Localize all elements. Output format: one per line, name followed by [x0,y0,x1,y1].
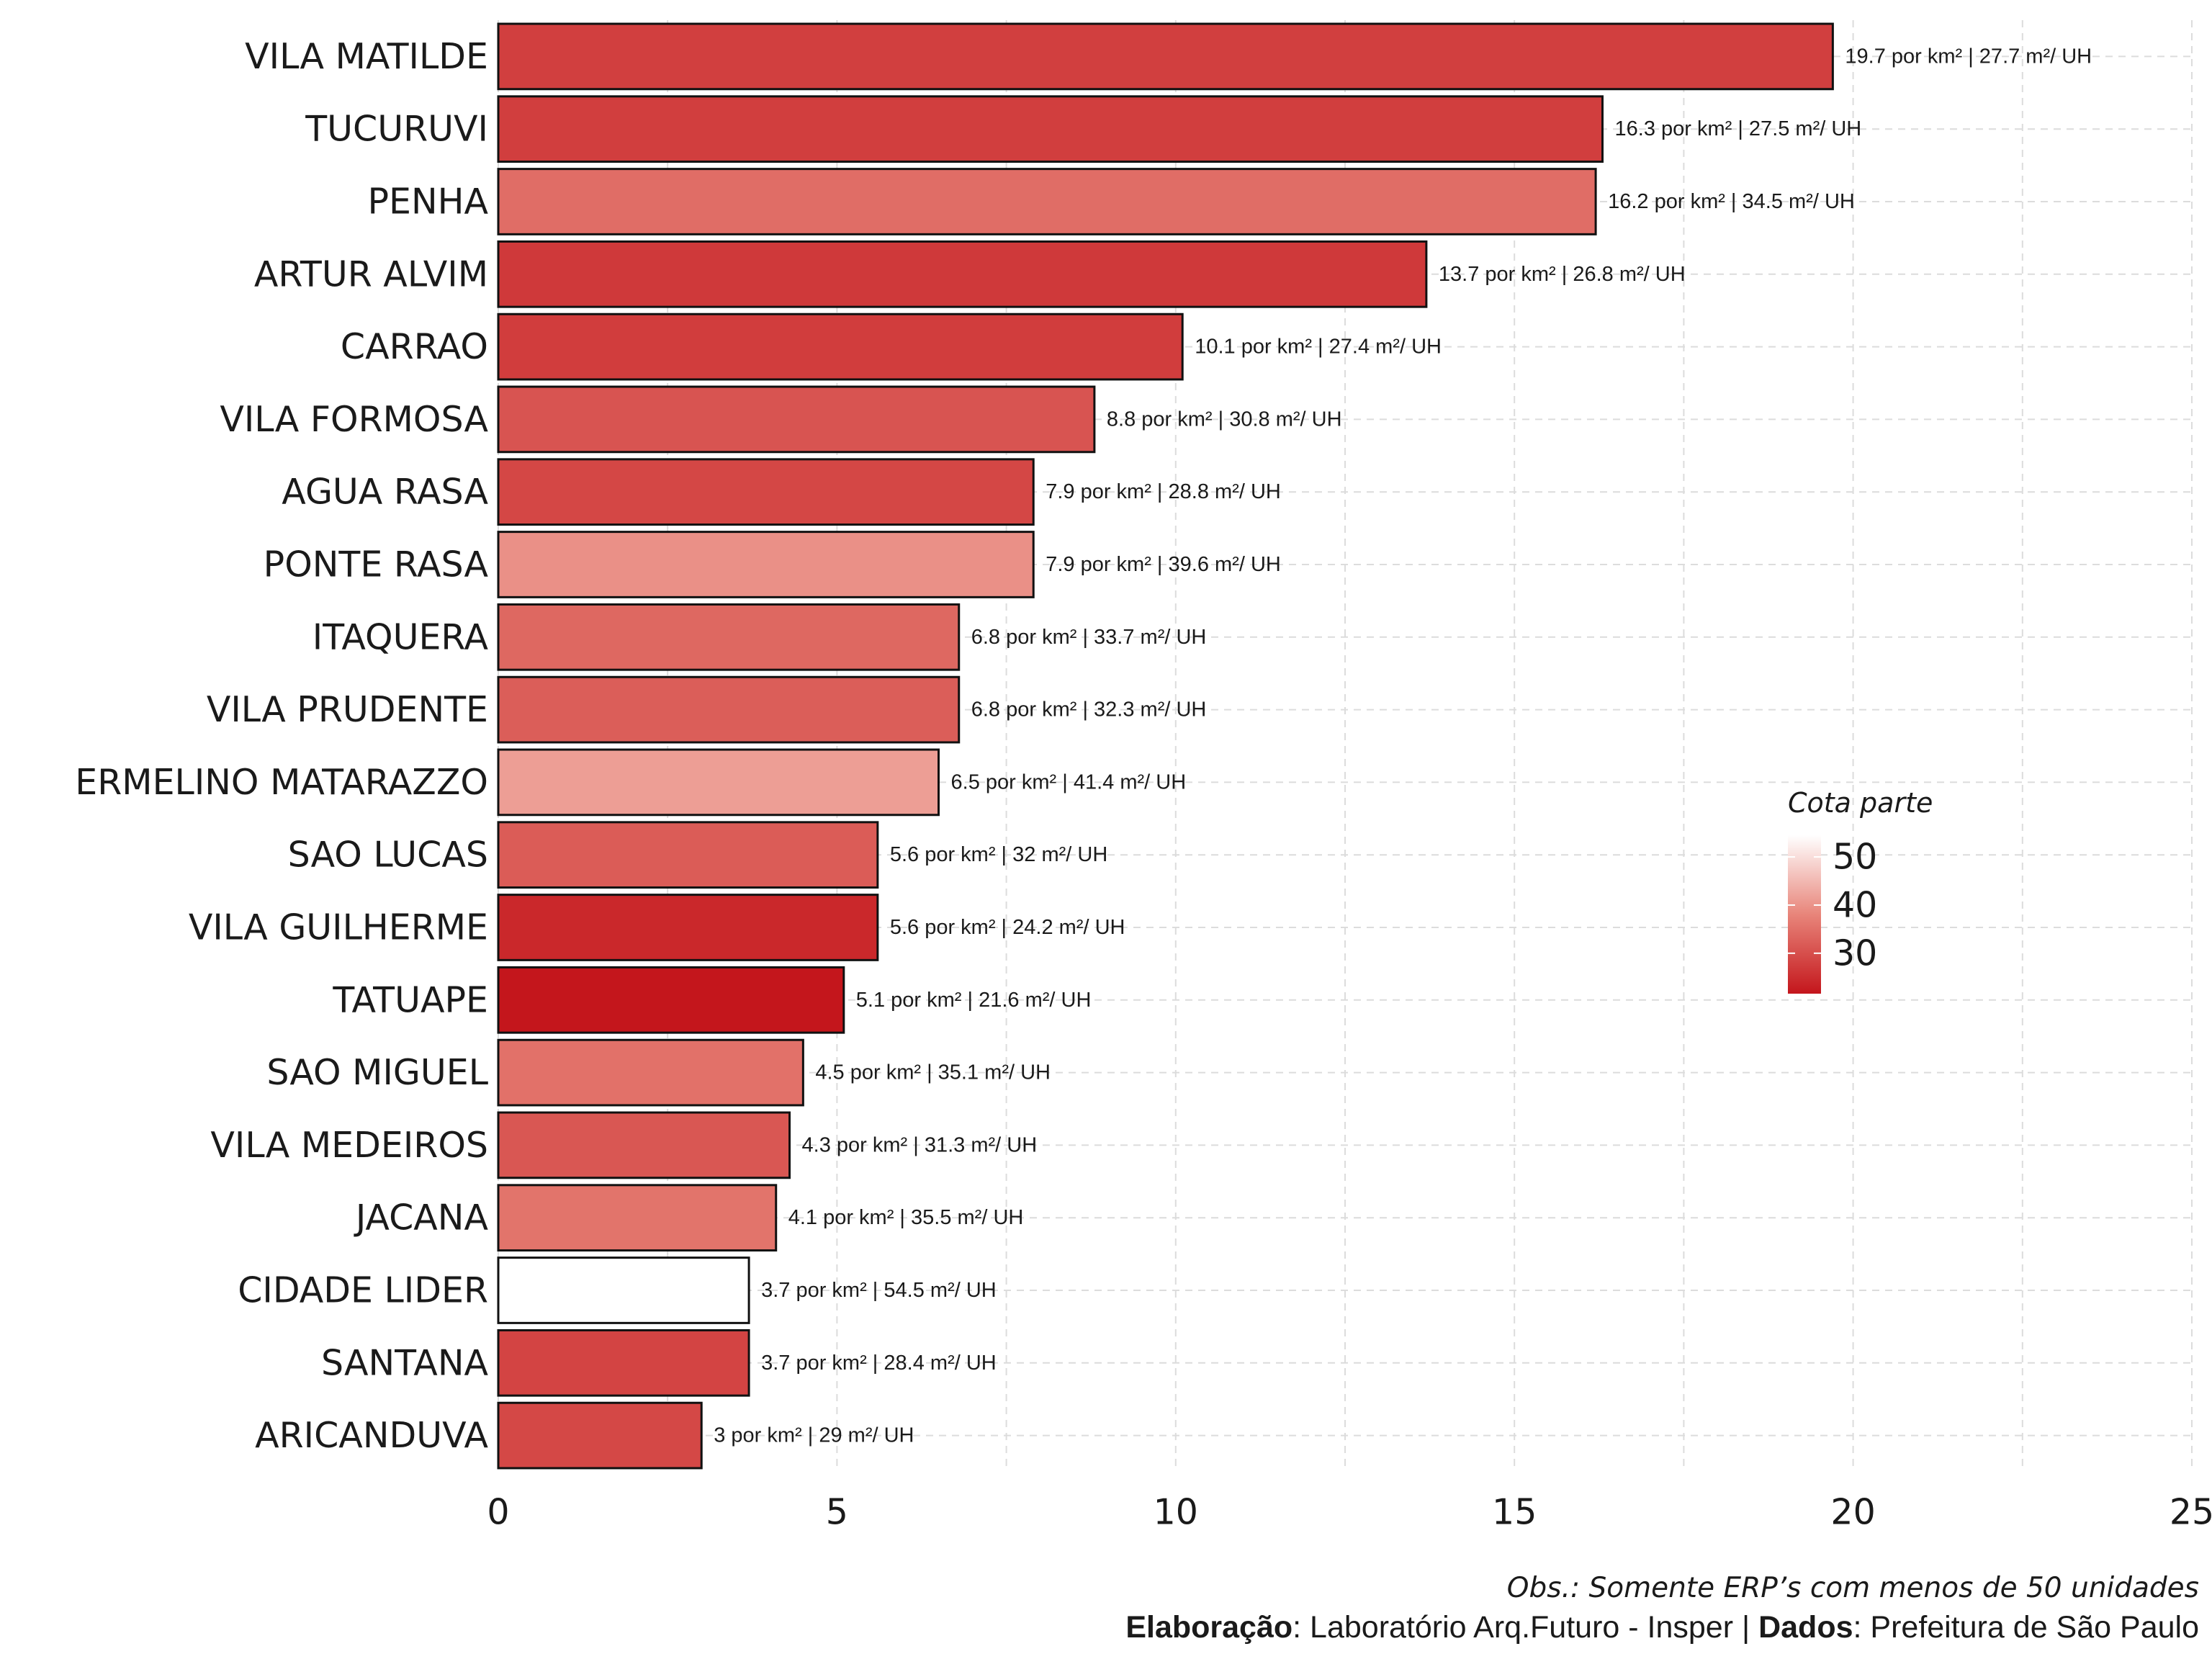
category-label: VILA PRUDENTE [207,689,488,730]
category-label: ARICANDUVA [255,1415,488,1456]
category-label: TUCURUVI [305,109,488,150]
data-label: 6.8 por km² | 32.3 m²/ UH [971,698,1207,721]
dados-value: : Prefeitura de São Paulo [1853,1610,2199,1645]
bar [497,1401,703,1470]
category-labels: VILA MATILDE TUCURUVI PENHA ARTUR ALVIM CARR… [75,36,488,1456]
bar [497,894,879,961]
bar [497,168,1597,235]
data-labels: 19.7 por km² | 27.7 m²/ UH 16.3 por km² |… [714,45,2092,1447]
category-label: VILA GUILHERME [189,907,488,948]
data-label: 7.9 por km² | 39.6 m²/ UH [1046,553,1281,576]
data-label: 3.7 por km² | 28.4 m²/ UH [761,1352,997,1375]
bar [497,603,961,671]
data-label: 4.5 por km² | 35.1 m²/ UH [815,1061,1051,1084]
category-label: VILA FORMOSA [220,399,488,440]
caption: Obs.: Somente ERP’s com menos de 50 unid… [1125,1570,2199,1647]
category-label: SAO LUCAS [288,835,488,876]
x-tick-label: 0 [487,1492,509,1533]
category-label: SAO MIGUEL [266,1052,488,1093]
bar [497,22,1834,91]
category-label: TATUAPE [332,979,488,1020]
category-label: VILA MATILDE [245,36,488,77]
category-label: ERMELINO MATARAZZO [75,762,488,803]
data-label: 4.3 por km² | 31.3 m²/ UH [802,1133,1038,1156]
color-legend: Cota parte 50 40 30 [1788,787,1933,994]
data-label: 16.2 por km² | 34.5 m²/ UH [1608,190,1855,213]
data-label: 6.8 por km² | 33.7 m²/ UH [971,626,1207,649]
bar [497,1111,791,1179]
data-label: 3.7 por km² | 54.5 m²/ UH [761,1279,997,1302]
bar [497,385,1096,454]
category-label: JACANA [354,1197,489,1238]
category-label: CIDADE LIDER [238,1270,488,1311]
category-label: VILA MEDEIROS [210,1125,488,1166]
caption-obs: Obs.: Somente ERP’s com menos de 50 unid… [1506,1572,2199,1604]
bar [497,966,845,1034]
data-label: 5.6 por km² | 24.2 m²/ UH [890,916,1125,939]
data-label: 10.1 por km² | 27.4 m²/ UH [1195,336,1442,359]
category-label: SANTANA [321,1342,488,1383]
bar [497,458,1035,526]
x-tick-label: 25 [2170,1492,2212,1533]
x-axis-ticks: 0 5 10 15 20 25 [487,1492,2212,1533]
caption-credits: Elaboração: Laboratório Arq.Futuro - Ins… [1125,1607,2199,1647]
data-label: 16.3 por km² | 27.5 m²/ UH [1615,117,1862,140]
data-label: 3 por km² | 29 m²/ UH [714,1424,914,1447]
data-label: 6.5 por km² | 41.4 m²/ UH [951,770,1187,793]
data-label: 5.1 por km² | 21.6 m²/ UH [856,989,1092,1012]
legend-tick-label: 50 [1833,837,1877,878]
elaboracao-label: Elaboração [1125,1610,1293,1645]
bar [497,1328,750,1397]
bar [497,821,879,889]
legend-title: Cota parte [1788,787,1933,819]
gridlines [498,20,2193,1472]
bar [497,675,961,744]
category-label: ARTUR ALVIM [254,253,488,295]
data-label: 7.9 por km² | 28.8 m²/ UH [1046,480,1281,503]
bar [497,240,1428,308]
bar [497,748,940,817]
data-label: 19.7 por km² | 27.7 m²/ UH [1845,45,2092,68]
x-tick-label: 15 [1492,1492,1537,1533]
bar [497,1184,778,1252]
legend-tick-label: 40 [1833,884,1877,925]
data-label: 13.7 por km² | 26.8 m²/ UH [1439,263,1686,286]
legend-colorbar [1788,835,1821,994]
x-tick-label: 5 [826,1492,848,1533]
dados-label: Dados [1758,1610,1853,1645]
bar [497,1038,804,1107]
bar [497,1256,750,1324]
legend-tick-label: 30 [1833,932,1877,974]
bar [497,313,1184,381]
elaboracao-value: : Laboratório Arq.Futuro - Insper | [1292,1610,1759,1645]
category-label: CARRAO [341,326,488,367]
category-label: AGUA RASA [282,472,488,513]
data-label: 4.1 por km² | 35.5 m²/ UH [788,1206,1024,1229]
category-label: PONTE RASA [264,544,489,585]
x-tick-label: 20 [1830,1492,1875,1533]
category-label: ITAQUERA [313,616,489,657]
category-label: PENHA [367,181,488,222]
data-label: 8.8 por km² | 30.8 m²/ UH [1107,408,1342,431]
data-label: 5.6 por km² | 32 m²/ UH [890,843,1107,866]
bar [497,531,1035,598]
bar [497,95,1604,163]
x-tick-label: 10 [1154,1492,1198,1533]
bars [497,22,1834,1470]
